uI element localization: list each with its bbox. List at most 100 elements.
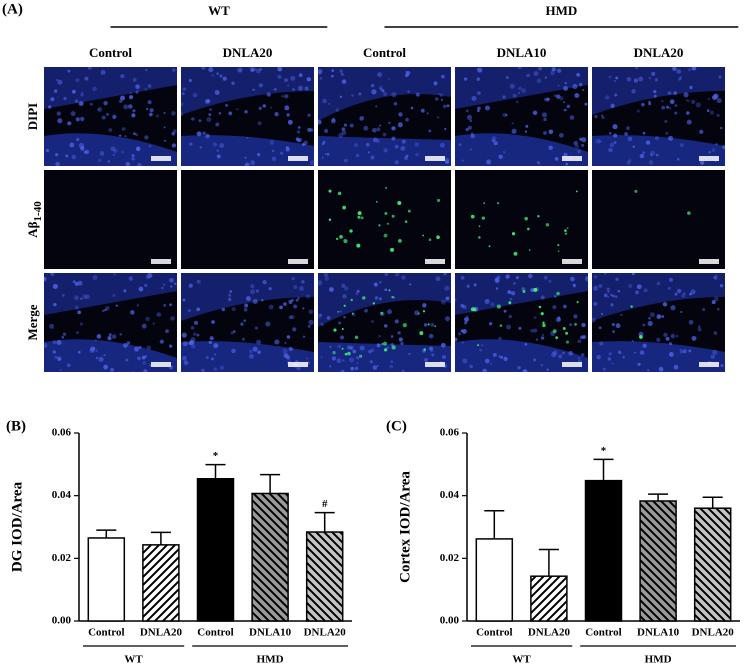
nucleus xyxy=(563,101,566,104)
amyloid-spot xyxy=(564,229,567,232)
nucleus xyxy=(82,294,88,300)
nucleus xyxy=(258,83,263,88)
nucleus xyxy=(438,92,441,96)
nucleus xyxy=(568,350,573,356)
micrograph xyxy=(44,67,177,166)
nucleus xyxy=(455,337,458,342)
nucleus xyxy=(530,288,535,292)
amyloid-spot xyxy=(384,212,388,215)
nucleus xyxy=(182,87,187,91)
amyloid-spot xyxy=(481,216,485,220)
nucleus xyxy=(291,299,294,302)
nucleus xyxy=(543,275,548,280)
nucleus xyxy=(341,130,347,136)
nucleus xyxy=(526,73,531,78)
nucleus xyxy=(521,88,526,94)
amyloid-spot xyxy=(356,243,361,248)
nucleus xyxy=(394,319,399,324)
nucleus xyxy=(407,90,410,93)
nucleus xyxy=(297,126,301,129)
nucleus xyxy=(144,88,148,91)
column-label: Control xyxy=(363,45,406,60)
nucleus xyxy=(346,345,352,350)
nucleus xyxy=(512,93,517,98)
nucleus xyxy=(631,273,635,276)
nucleus xyxy=(467,125,472,130)
nucleus xyxy=(458,143,462,146)
nucleus xyxy=(301,280,305,284)
nucleus xyxy=(719,284,724,288)
cell-layer xyxy=(181,135,314,166)
nucleus xyxy=(297,85,303,91)
nucleus xyxy=(87,67,92,70)
nucleus xyxy=(214,89,220,95)
nucleus xyxy=(424,357,429,362)
nucleus xyxy=(710,110,714,115)
amyloid-spot xyxy=(470,307,475,312)
nucleus xyxy=(393,102,398,106)
amyloid-spot xyxy=(344,352,348,356)
nucleus xyxy=(205,356,209,360)
nucleus xyxy=(284,105,290,111)
nucleus xyxy=(49,323,55,329)
nucleus xyxy=(246,136,249,139)
nucleus xyxy=(306,77,311,82)
amyloid-spot xyxy=(434,325,437,328)
nucleus xyxy=(510,291,516,296)
nucleus xyxy=(719,126,723,130)
nucleus xyxy=(381,89,385,93)
nucleus xyxy=(615,323,621,329)
amyloid-spot xyxy=(347,351,351,356)
nucleus xyxy=(219,143,225,149)
nucleus xyxy=(337,344,342,349)
nucleus xyxy=(254,326,259,330)
nucleus xyxy=(206,99,211,104)
nucleus xyxy=(148,144,152,148)
amyloid-spot xyxy=(566,227,569,230)
nucleus xyxy=(494,277,500,282)
nucleus xyxy=(479,348,482,352)
nucleus xyxy=(383,324,388,328)
nucleus xyxy=(242,337,245,341)
nucleus xyxy=(132,109,136,113)
nucleus xyxy=(711,148,716,152)
nucleus xyxy=(266,92,271,97)
nucleus xyxy=(477,106,481,111)
nucleus xyxy=(138,286,144,292)
nucleus xyxy=(340,369,345,372)
nucleus xyxy=(324,276,330,281)
nucleus xyxy=(320,356,323,359)
nucleus xyxy=(415,152,419,157)
nucleus xyxy=(662,302,668,307)
nucleus xyxy=(439,93,443,97)
nucleus xyxy=(123,104,129,110)
nucleus xyxy=(281,95,284,98)
nucleus xyxy=(231,307,236,312)
nucleus xyxy=(503,309,507,313)
nucleus xyxy=(471,96,477,101)
nucleus xyxy=(638,76,644,82)
nucleus xyxy=(211,74,214,77)
nucleus xyxy=(120,95,126,101)
nucleus xyxy=(405,70,408,74)
amyloid-spot xyxy=(341,347,344,350)
nucleus xyxy=(642,151,646,155)
nucleus xyxy=(59,368,62,372)
nucleus xyxy=(286,335,291,339)
amyloid-spot xyxy=(527,227,530,231)
nucleus xyxy=(363,125,369,131)
amyloid-spot xyxy=(470,214,475,219)
amyloid-spot xyxy=(496,304,501,309)
nucleus xyxy=(55,161,60,166)
nucleus xyxy=(55,78,59,82)
nucleus xyxy=(53,89,58,93)
nucleus xyxy=(608,352,612,356)
amyloid-spot xyxy=(478,225,481,228)
nucleus xyxy=(685,99,688,102)
nucleus xyxy=(711,300,716,305)
nucleus xyxy=(676,69,682,74)
group-label: WT xyxy=(124,654,143,666)
y-tick-label: 0.00 xyxy=(52,615,72,627)
nucleus xyxy=(131,370,135,372)
nucleus xyxy=(686,119,692,125)
